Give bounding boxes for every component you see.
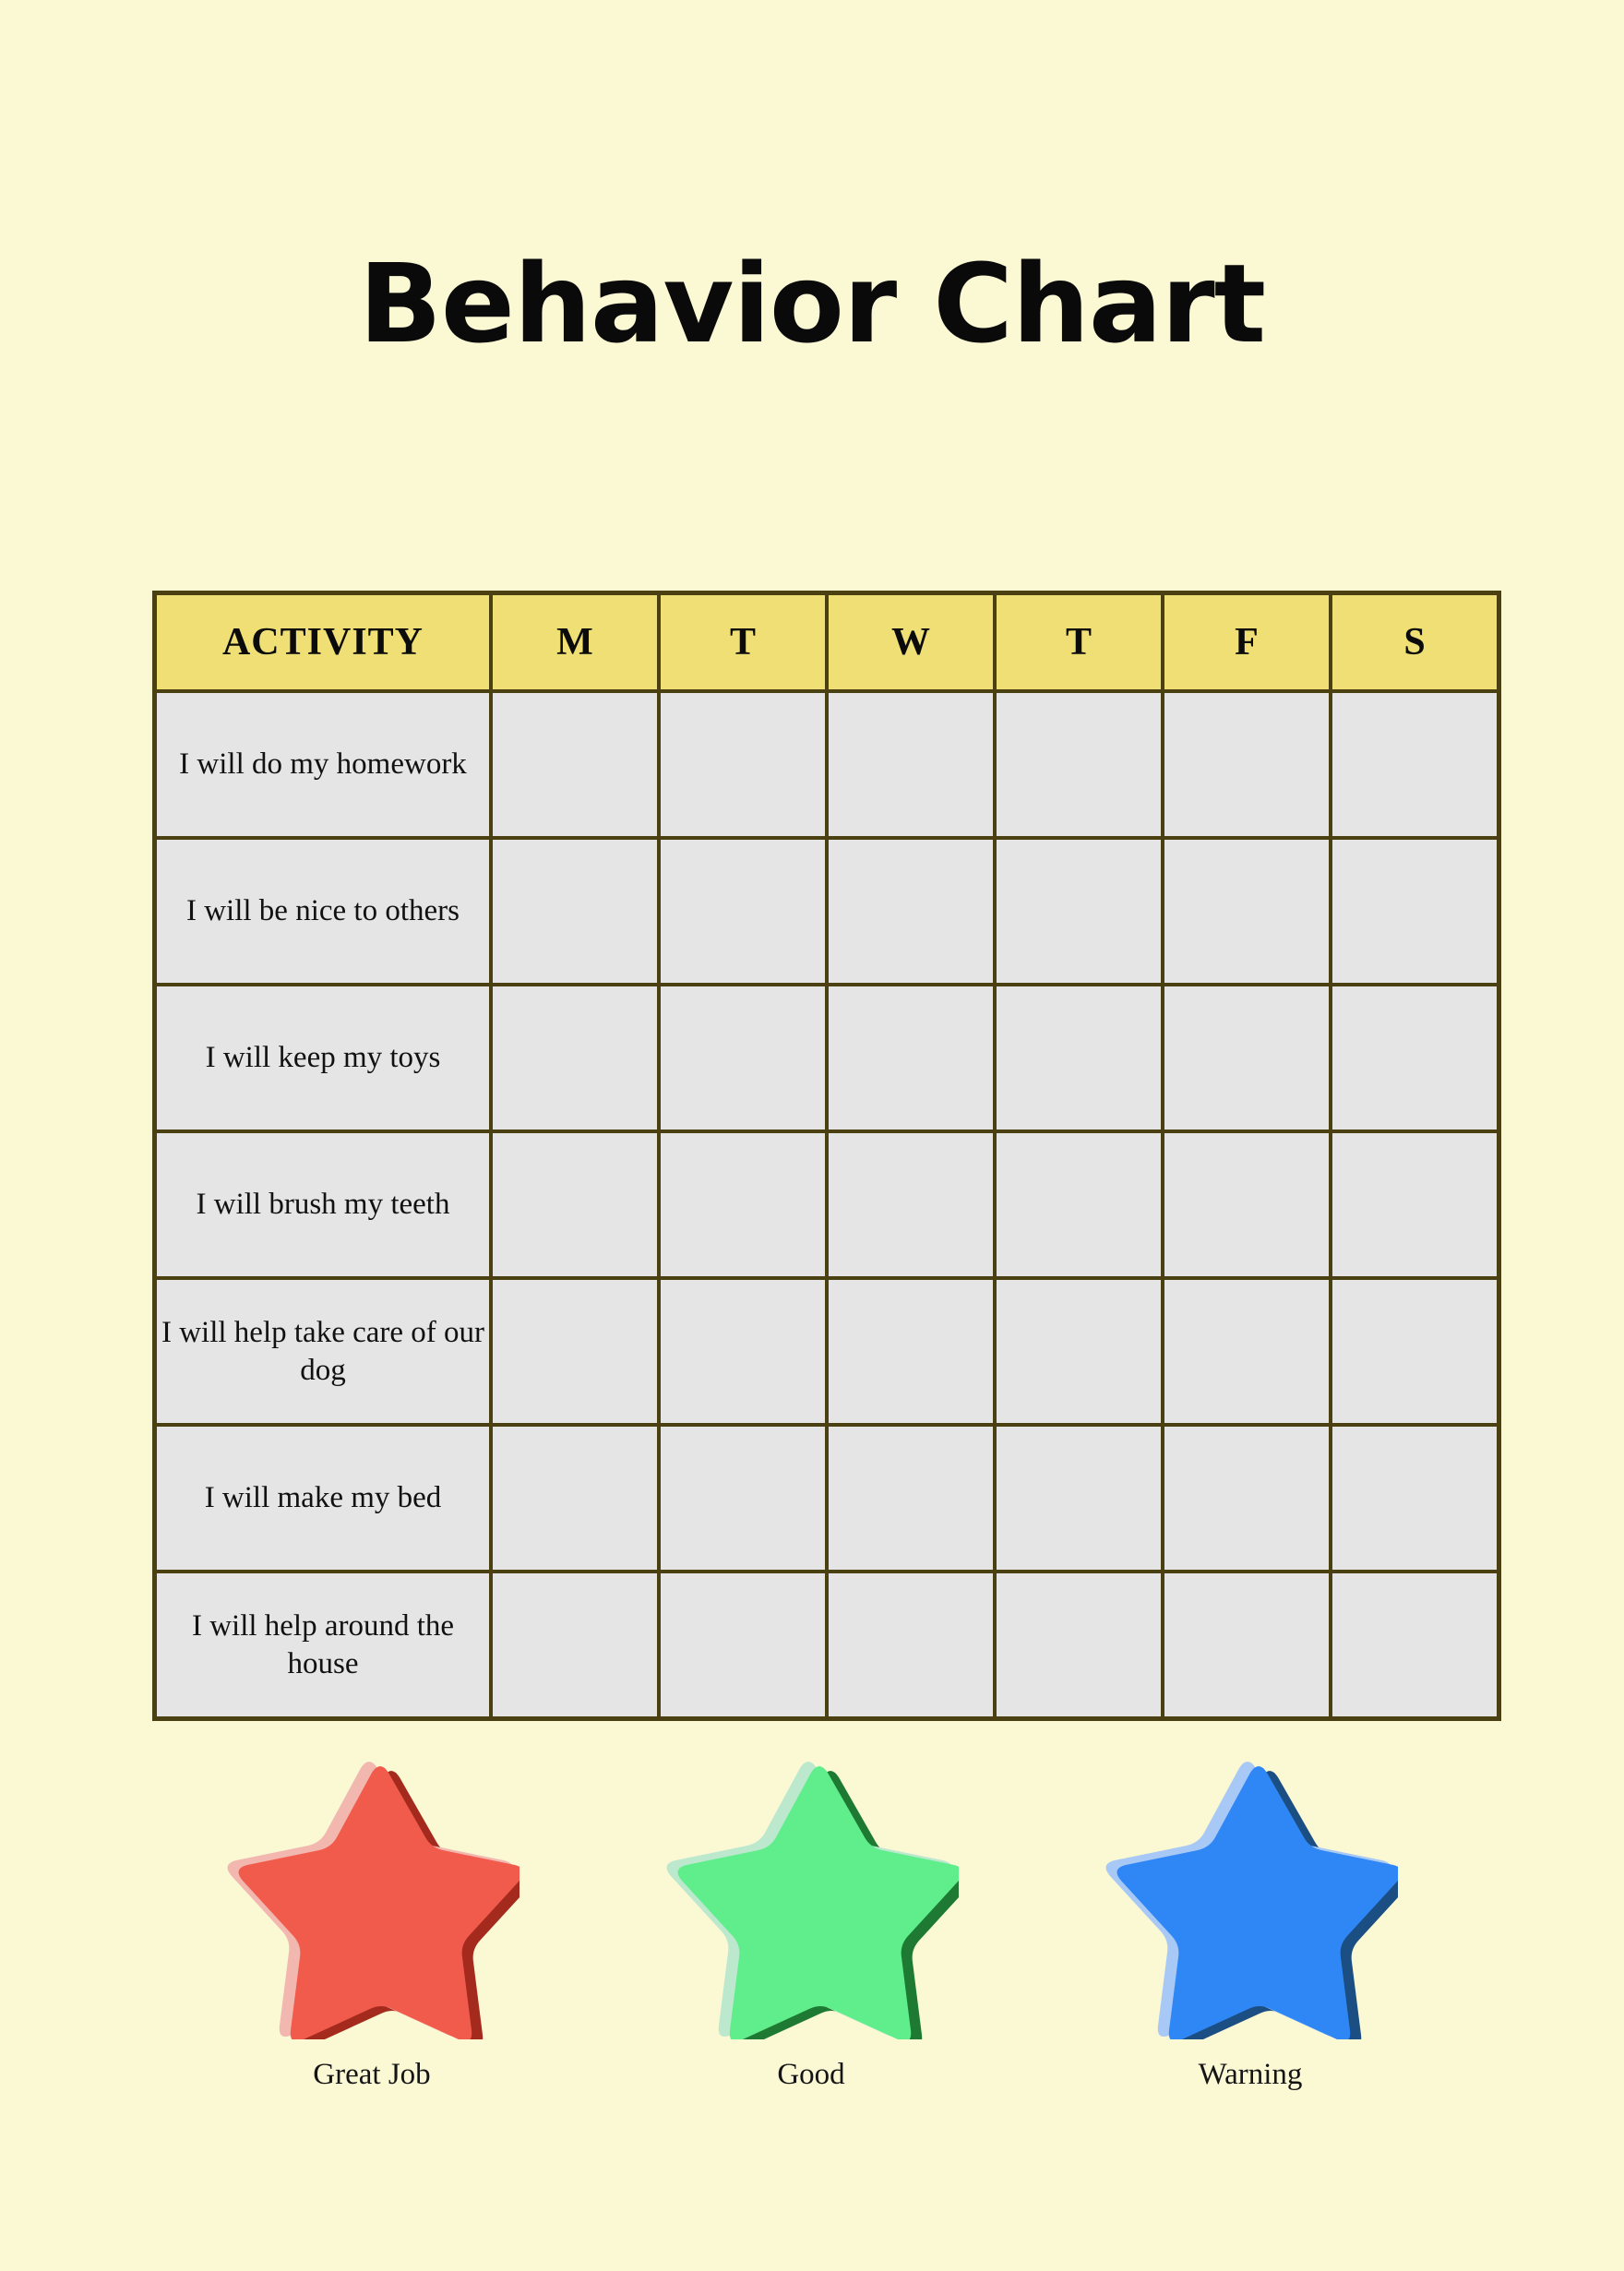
mark-cell[interactable] [657,983,829,1133]
table-header-row: ACTIVITY M T W T F S [152,591,1501,693]
activity-label: I will make my bed [152,1423,493,1573]
mark-cell[interactable] [993,836,1164,986]
mark-cell[interactable] [489,836,661,986]
mark-cell[interactable] [825,836,997,986]
mark-cell[interactable] [1161,1423,1332,1573]
behavior-table-container: ACTIVITY M T W T F S I will do my homewo… [152,591,1501,1721]
table-row: I will brush my teeth [152,1130,1501,1280]
mark-cell[interactable] [993,983,1164,1133]
mark-cell[interactable] [489,1570,661,1721]
mark-cell[interactable] [1329,1130,1501,1280]
mark-cell[interactable] [489,983,661,1133]
activity-label: I will keep my toys [152,983,493,1133]
mark-cell[interactable] [1329,1423,1501,1573]
mark-cell[interactable] [993,1276,1164,1427]
mark-cell[interactable] [993,1570,1164,1721]
mark-cell[interactable] [1161,1570,1332,1721]
star-icon [663,1753,959,2039]
mark-cell[interactable] [657,1276,829,1427]
mark-cell[interactable] [993,689,1164,840]
table-row: I will keep my toys [152,983,1501,1133]
column-header-tuesday: T [657,591,829,693]
star-icon-graphic [227,1762,519,2039]
behavior-table: ACTIVITY M T W T F S I will do my homewo… [152,591,1501,1721]
mark-cell[interactable] [489,1423,661,1573]
table-row: I will help around the house [152,1570,1501,1721]
mark-cell[interactable] [1161,836,1332,986]
page-header: Behavior Chart [0,240,1624,367]
table-row: I will make my bed [152,1423,1501,1573]
legend-item-warning[interactable]: Warning [1057,1753,1444,2090]
mark-cell[interactable] [825,689,997,840]
legend-item-great-job[interactable]: Great Job [178,1753,566,2090]
activity-label: I will help around the house [152,1570,493,1721]
star-icon-graphic [1105,1762,1398,2039]
legend: Great Job Good [152,1753,1470,2090]
mark-cell[interactable] [993,1130,1164,1280]
mark-cell[interactable] [657,1130,829,1280]
mark-cell[interactable] [657,1423,829,1573]
mark-cell[interactable] [1161,983,1332,1133]
mark-cell[interactable] [825,1423,997,1573]
legend-label: Good [777,2058,845,2091]
star-icon [1103,1753,1398,2039]
page-title: Behavior Chart [358,240,1266,367]
activity-label: I will do my homework [152,689,493,840]
mark-cell[interactable] [825,1130,997,1280]
mark-cell[interactable] [825,1276,997,1427]
activity-label: I will help take care of our dog [152,1276,493,1427]
column-header-saturday: S [1329,591,1501,693]
column-header-friday: F [1161,591,1332,693]
mark-cell[interactable] [825,983,997,1133]
mark-cell[interactable] [1329,689,1501,840]
star-main-layer [677,1766,959,2039]
table-row: I will help take care of our dog [152,1276,1501,1427]
mark-cell[interactable] [1329,1570,1501,1721]
mark-cell[interactable] [1329,836,1501,986]
column-header-wednesday: W [825,591,997,693]
star-main-layer [238,1766,519,2039]
column-header-monday: M [489,591,661,693]
legend-label: Great Job [313,2058,431,2091]
star-icon-graphic [666,1762,959,2039]
column-header-thursday: T [993,591,1164,693]
activity-label: I will be nice to others [152,836,493,986]
table-header: ACTIVITY M T W T F S [152,591,1501,693]
mark-cell[interactable] [1161,689,1332,840]
column-header-activity: ACTIVITY [152,591,493,693]
mark-cell[interactable] [1329,1276,1501,1427]
mark-cell[interactable] [657,1570,829,1721]
mark-cell[interactable] [1161,1130,1332,1280]
table-row: I will be nice to others [152,836,1501,986]
mark-cell[interactable] [489,1130,661,1280]
mark-cell[interactable] [489,689,661,840]
mark-cell[interactable] [489,1276,661,1427]
legend-item-good[interactable]: Good [617,1753,1005,2090]
mark-cell[interactable] [657,836,829,986]
star-icon [224,1753,519,2039]
legend-label: Warning [1198,2058,1303,2091]
star-main-layer [1116,1766,1398,2039]
table-row: I will do my homework [152,689,1501,840]
table-body: I will do my homework I will be nice to … [152,689,1501,1721]
mark-cell[interactable] [657,689,829,840]
activity-label: I will brush my teeth [152,1130,493,1280]
mark-cell[interactable] [993,1423,1164,1573]
mark-cell[interactable] [1161,1276,1332,1427]
mark-cell[interactable] [825,1570,997,1721]
mark-cell[interactable] [1329,983,1501,1133]
